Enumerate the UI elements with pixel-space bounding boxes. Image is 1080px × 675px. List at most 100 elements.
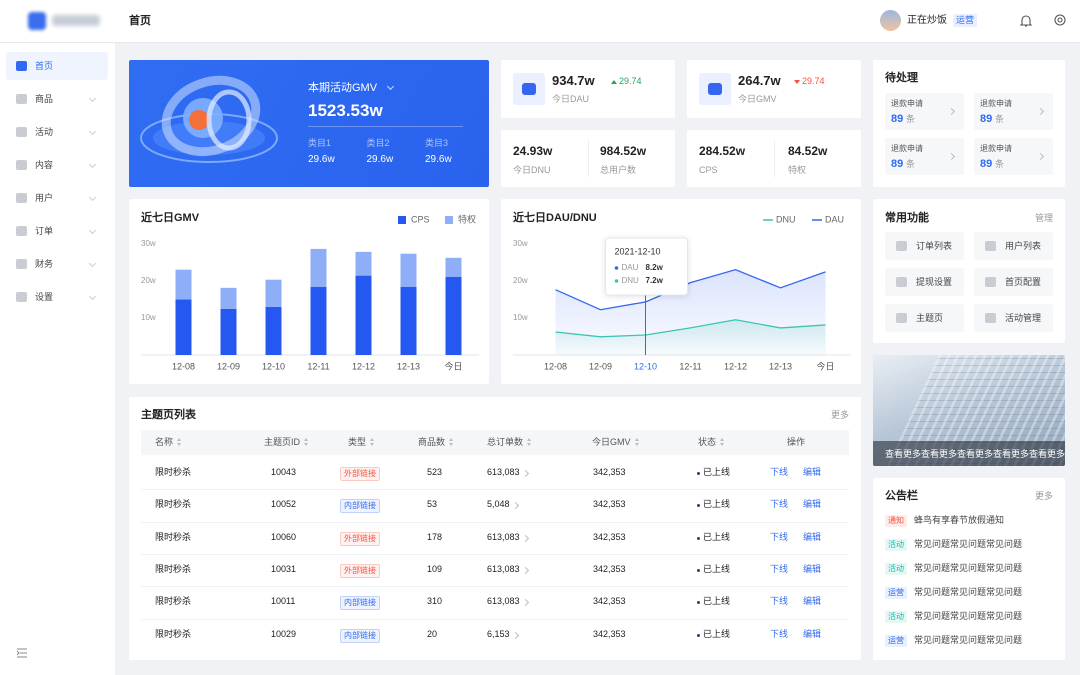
sort-icon[interactable] [370, 438, 375, 447]
pending-item[interactable]: 退款申请 89 条 [885, 93, 964, 130]
sort-icon[interactable] [177, 438, 182, 447]
sort-icon[interactable] [527, 438, 532, 447]
function-item[interactable]: 主题页 [885, 304, 964, 332]
settings-icon[interactable] [1053, 13, 1067, 27]
avatar[interactable] [880, 10, 901, 31]
metric-label: 今日DNU [513, 165, 551, 175]
function-label: 主题页 [916, 313, 944, 323]
cell: 20 [427, 628, 438, 639]
x-tick-label: 12-09 [589, 361, 612, 371]
x-tick-label: 12-08 [172, 361, 195, 371]
notice-text[interactable]: 蜂鸟有享春节放假通知 [914, 515, 1005, 525]
function-item[interactable]: 用户列表 [974, 232, 1053, 260]
status-dot [697, 601, 700, 605]
menu-item[interactable]: 设置 [35, 292, 54, 302]
function-item[interactable]: 活动管理 [974, 304, 1053, 332]
bar-segment [310, 286, 327, 355]
banner[interactable]: 查看更多查看更多查看更多查看更多查看更多... [873, 355, 1065, 466]
row-action[interactable]: 编辑 [803, 499, 822, 510]
x-tick-label: 12-09 [217, 361, 240, 371]
row-action[interactable]: 编辑 [803, 467, 822, 477]
cell: 10011 [271, 596, 296, 607]
function-item[interactable]: 提现设置 [885, 268, 964, 296]
sort-up [449, 438, 453, 441]
row-action[interactable]: 编辑 [803, 628, 822, 639]
cell: 限时秒杀 [155, 628, 192, 639]
sort-icon[interactable] [449, 438, 454, 447]
logo-text [52, 15, 100, 26]
menu-item[interactable]: 活动 [35, 127, 54, 137]
row-action[interactable]: 下线 [770, 499, 789, 510]
menu-item[interactable]: 财务 [35, 259, 54, 269]
type-tag: 内部链接 [340, 596, 380, 611]
sort-icon[interactable] [635, 438, 640, 447]
pending-item[interactable]: 退款申请 89 条 [974, 138, 1053, 175]
type-tag: 外部链接 [340, 563, 380, 578]
notice-tag: 活动 [885, 563, 907, 575]
stat-card: 934.7w 29.74 今日DAU [501, 60, 675, 118]
row-action[interactable]: 编辑 [803, 563, 822, 574]
pending-card: 待处理 退款申请 89 条退款申请 89 条退款申请 89 条退款申请 89 条 [873, 60, 1065, 187]
function-item[interactable]: 订单列表 [885, 232, 964, 260]
row-action[interactable]: 下线 [770, 531, 789, 542]
row-action[interactable]: 编辑 [803, 596, 822, 607]
notice-text[interactable]: 常见问题常见问题常见问题 [914, 539, 1023, 549]
cell: 限时秒杀 [155, 563, 192, 574]
legend-swatch [398, 216, 406, 224]
pending-item[interactable]: 退款申请 89 条 [974, 93, 1053, 130]
row-action[interactable]: 下线 [770, 596, 789, 607]
menu-item[interactable]: 商品 [35, 94, 54, 104]
legend-swatch [445, 216, 453, 224]
pending-item[interactable]: 退款申请 89 条 [885, 138, 964, 175]
change-value: 29.74 [802, 76, 825, 86]
menu-item[interactable]: 首页 [35, 61, 54, 71]
menu-item[interactable]: 订单 [35, 226, 54, 236]
function-label: 首页配置 [1005, 277, 1042, 287]
hero-title[interactable]: 本期活动GMV [308, 82, 378, 94]
row-action[interactable]: 下线 [770, 563, 789, 574]
legend-label: DAU [825, 214, 844, 224]
notice-text[interactable]: 常见问题常见问题常见问题 [914, 563, 1023, 573]
cell: 613,083 [487, 531, 520, 542]
hero-dropdown[interactable] [386, 82, 395, 91]
manage-link[interactable]: 管理 [1035, 213, 1054, 223]
metric-value: 284.52w [699, 144, 746, 158]
menu-item[interactable]: 用户 [35, 193, 54, 203]
stat-label: 今日GMV [738, 94, 777, 104]
row-action[interactable]: 编辑 [803, 531, 822, 542]
cell: 限时秒杀 [155, 499, 192, 510]
table-card: 主题页列表 更多 名称 主题页ID 类型 商品数 总订单数 今日GMV 状态 操作 限时秒杀 10… [129, 397, 861, 660]
sort-up [527, 438, 531, 441]
tooltip-value: 7.2w [646, 276, 664, 285]
bar-segment [355, 251, 372, 276]
column-header: 主题页ID [264, 437, 301, 447]
sort-icon[interactable] [304, 438, 309, 447]
row-action[interactable]: 下线 [770, 628, 789, 639]
notice-text[interactable]: 常见问题常见问题常见问题 [914, 587, 1023, 597]
collapse-icon[interactable] [16, 647, 28, 659]
notice-text[interactable]: 常见问题常见问题常见问题 [914, 635, 1023, 645]
row-divider [141, 586, 849, 588]
function-item[interactable]: 首页配置 [974, 268, 1053, 296]
cell: 10060 [271, 531, 297, 542]
row-action[interactable]: 下线 [770, 467, 789, 477]
metric-value: 24.93w [513, 144, 553, 158]
stat-change: 29.74 [611, 77, 642, 86]
bell-icon[interactable] [1019, 13, 1033, 29]
y-tick-label: 20w [513, 276, 528, 285]
sort-icon[interactable] [720, 438, 725, 447]
x-tick-label: 12-12 [352, 361, 375, 371]
bar-segment [310, 248, 327, 287]
tooltip-dot [614, 279, 619, 283]
menu-item[interactable]: 内容 [35, 160, 54, 170]
change-value: 29.74 [619, 76, 642, 86]
bar-segment [355, 275, 372, 355]
more-link[interactable]: 更多 [1035, 491, 1054, 501]
notices-title: 公告栏 [885, 490, 918, 502]
divider [308, 126, 463, 127]
pending-chevron [1036, 152, 1045, 161]
stat-icon [513, 73, 545, 105]
more-link[interactable]: 更多 [831, 410, 850, 420]
notice-text[interactable]: 常见问题常见问题常见问题 [914, 611, 1023, 621]
type-tag: 外部链接 [340, 467, 380, 481]
